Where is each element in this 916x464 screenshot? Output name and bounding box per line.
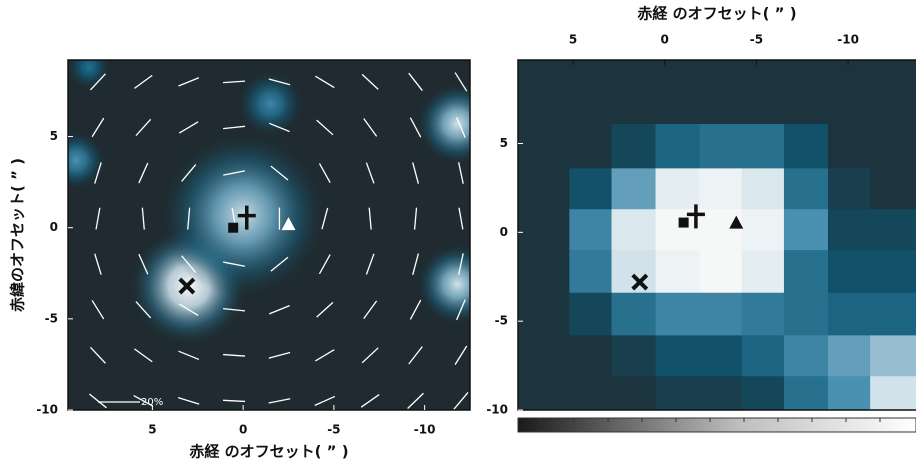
marker-square (228, 223, 238, 233)
heatmap-cell (569, 168, 612, 209)
heatmap-cell (656, 250, 701, 293)
y-tick-label: -10 (36, 403, 58, 417)
heatmap-cell (742, 250, 785, 293)
intensity-blob (417, 84, 497, 164)
heatmap-cell (870, 250, 916, 293)
x-tick-label: 5 (569, 33, 577, 47)
heatmap-cell (870, 124, 916, 169)
heatmap-cell (828, 250, 871, 293)
heatmap-cell (784, 250, 829, 293)
figure: 20%50-5-1050-5-10赤経 のオフセット( ” )赤緯のオフセット(… (0, 0, 916, 464)
heatmap-cell (612, 209, 657, 250)
heatmap-cell (742, 124, 785, 169)
heatmap-cell (700, 293, 743, 336)
heatmap-cell (870, 168, 916, 209)
heatmap-cell (569, 60, 612, 124)
heatmap-cell (700, 209, 743, 250)
heatmap-cell (784, 293, 829, 336)
heatmap-cell (828, 209, 871, 250)
heatmap-cell (742, 209, 785, 250)
x-tick-label: 5 (148, 423, 156, 437)
heatmap-cell (569, 335, 612, 376)
heatmap-cell (784, 124, 829, 169)
y-axis-label: 赤緯のオフセット( ” ) (9, 158, 27, 312)
heatmap-cell (784, 60, 829, 124)
intensity-blob (67, 46, 111, 90)
marker-square (679, 218, 689, 228)
heatmap-cell (700, 335, 743, 376)
heatmap-cell (518, 60, 570, 124)
heatmap-cell (656, 168, 701, 209)
x-tick-label: 0 (239, 423, 247, 437)
heatmap-cell (700, 168, 743, 209)
heatmap-cell (518, 168, 570, 209)
heatmap-cell (569, 124, 612, 169)
heatmap-cell (518, 124, 570, 169)
heatmap-cell (742, 293, 785, 336)
x-tick-label: -10 (414, 423, 436, 437)
heatmap-cell (700, 60, 743, 124)
intensity-blob (417, 244, 497, 324)
plot-area (47, 46, 497, 410)
y-tick-label: 5 (50, 129, 58, 143)
heatmap-cell (700, 376, 743, 410)
heatmap-cell (612, 124, 657, 169)
heatmap-cell (656, 376, 701, 410)
heatmap-cell (656, 335, 701, 376)
heatmap-cell (742, 335, 785, 376)
x-axis-label: 赤経 のオフセット( ” ) (189, 443, 348, 461)
x-tick-label: -5 (327, 423, 340, 437)
heatmap-cell (700, 124, 743, 169)
heatmap-cell (569, 376, 612, 410)
heatmap-cell (742, 376, 785, 410)
plot-area (518, 60, 916, 411)
heatmap-cell (828, 60, 871, 124)
x-tick-label: 0 (661, 33, 669, 47)
heatmap-cell (656, 124, 701, 169)
heatmap-cell (569, 250, 612, 293)
heatmap-cell (828, 293, 871, 336)
heatmap-cell (612, 335, 657, 376)
heatmap-cell (870, 293, 916, 336)
heatmap-cell (569, 293, 612, 336)
x-axis-label: 赤経 のオフセット( ” ) (637, 5, 796, 23)
y-tick-label: 5 (500, 136, 508, 150)
heatmap-cell (700, 250, 743, 293)
heatmap-cell (870, 209, 916, 250)
heatmap-cell (518, 376, 570, 410)
heatmap-cell (870, 60, 916, 124)
heatmap-cell (828, 124, 871, 169)
heatmap-cell (569, 209, 612, 250)
heatmap-cell (784, 168, 829, 209)
heatmap-cell (612, 60, 657, 124)
heatmap-cell (742, 60, 785, 124)
heatmap-cell (828, 376, 871, 410)
intensity-blob (238, 71, 303, 136)
heatmap-cell (518, 250, 570, 293)
heatmap-cell (612, 168, 657, 209)
heatmap-cell (870, 335, 916, 376)
heatmap-cell (784, 376, 829, 410)
heatmap-cell (870, 376, 916, 410)
x-tick-label: -10 (837, 33, 859, 47)
y-tick-label: -5 (495, 314, 508, 328)
heatmap-cell (612, 293, 657, 336)
heatmap-cell (518, 293, 570, 336)
y-tick-label: 0 (50, 220, 58, 234)
heatmap-cell (656, 293, 701, 336)
heatmap-cell (828, 335, 871, 376)
x-tick-label: -5 (750, 33, 763, 47)
heatmap-cell (612, 376, 657, 410)
y-tick-label: 0 (500, 225, 508, 239)
heatmap-cell (518, 335, 570, 376)
heatmap-cell (784, 335, 829, 376)
y-tick-label: -10 (486, 403, 508, 417)
heatmap-cell (518, 209, 570, 250)
y-tick-label: -5 (45, 311, 58, 325)
colorbar (518, 418, 916, 432)
heatmap-cell (742, 168, 785, 209)
heatmap-cell (828, 168, 871, 209)
heatmap-cell (656, 60, 701, 124)
heatmap-cell (784, 209, 829, 250)
